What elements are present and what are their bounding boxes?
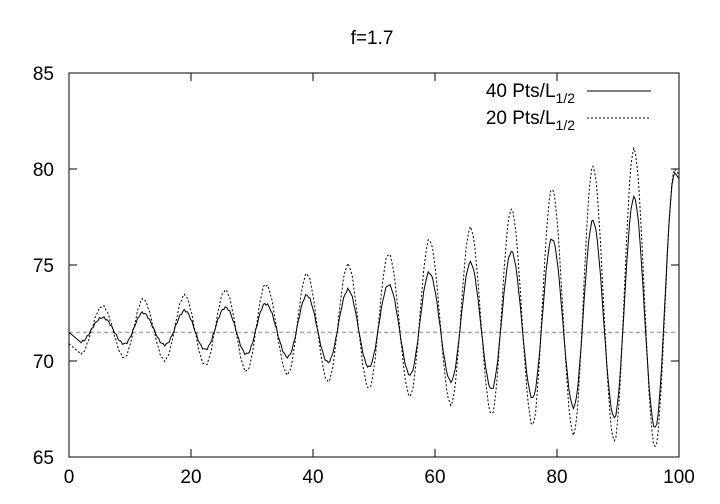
x-tick-label-60: 60 [424, 467, 445, 488]
plot-frame [68, 72, 680, 458]
axis-tick-labels: 0 20 40 60 80 100 65 70 75 80 85 [33, 64, 695, 488]
legend-label-40-pts-main: 40 Pts/L [486, 81, 556, 102]
axis-ticks [68, 72, 680, 458]
series-line-1 [68, 146, 680, 448]
y-tick-label-75: 75 [33, 256, 54, 277]
legend-label-20-pts-main: 20 Pts/L [486, 108, 556, 129]
x-tick-label-80: 80 [546, 467, 567, 488]
legend: 40 Pts/L1/2 20 Pts/L1/2 [486, 81, 651, 133]
x-tick-label-40: 40 [302, 467, 323, 488]
y-tick-label-80: 80 [33, 160, 54, 181]
x-tick-label-20: 20 [180, 467, 201, 488]
y-tick-label-85: 85 [33, 64, 54, 85]
legend-label-20-pts: 20 Pts/L1/2 [486, 108, 575, 133]
legend-label-40-pts: 40 Pts/L1/2 [486, 81, 575, 106]
y-tick-label-70: 70 [33, 352, 54, 373]
chart-title: f=1.7 [351, 28, 394, 49]
x-tick-label-100: 100 [663, 467, 695, 488]
y-tick-label-65: 65 [33, 448, 54, 469]
legend-label-20-pts-sub: 1/2 [556, 117, 576, 133]
x-tick-label-0: 0 [64, 467, 75, 488]
series-group [68, 146, 680, 448]
series-line-0 [68, 171, 680, 428]
legend-label-40-pts-sub: 1/2 [556, 90, 576, 106]
